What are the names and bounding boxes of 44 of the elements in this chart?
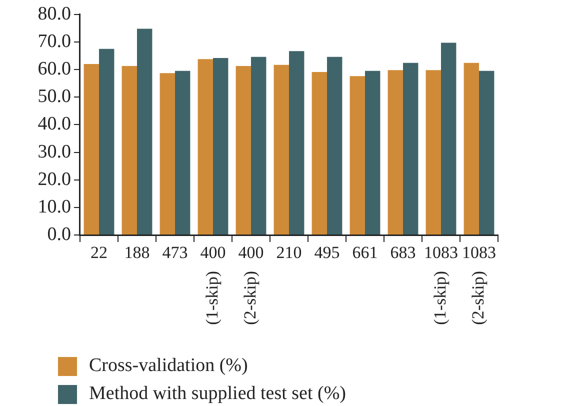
x-tick-label: 1083 (1-skip) bbox=[424, 242, 458, 325]
bar bbox=[289, 51, 304, 234]
bar bbox=[84, 64, 99, 234]
x-tick-label: 210 bbox=[276, 242, 302, 262]
bar bbox=[403, 62, 418, 234]
y-tick-label: 0.0 bbox=[47, 224, 71, 245]
bar bbox=[137, 28, 152, 234]
x-tick-label: 683 bbox=[390, 242, 416, 262]
bar bbox=[365, 70, 380, 234]
bar bbox=[122, 66, 137, 234]
bar bbox=[426, 70, 441, 234]
bar bbox=[213, 58, 228, 234]
y-tick-label: 40.0 bbox=[38, 114, 71, 135]
bar bbox=[99, 48, 114, 234]
y-tick-label: 20.0 bbox=[38, 168, 71, 190]
legend-label: Method with supplied test set (%) bbox=[89, 383, 346, 405]
bar bbox=[441, 42, 456, 234]
bar bbox=[251, 56, 266, 234]
bar bbox=[464, 62, 479, 234]
y-tick-label: 70.0 bbox=[38, 30, 71, 52]
x-tick-label: 1083 (2-skip) bbox=[462, 242, 496, 325]
bar bbox=[388, 70, 403, 234]
x-tick-label: 188 bbox=[124, 242, 150, 262]
bar bbox=[350, 76, 365, 234]
bar bbox=[327, 56, 342, 234]
bar bbox=[274, 64, 289, 234]
y-tick-label: 50.0 bbox=[38, 86, 71, 108]
legend-label: Cross-validation (%) bbox=[89, 355, 248, 377]
x-tick-label: 400 (1-skip) bbox=[200, 242, 226, 325]
x-tick-label: 495 bbox=[314, 242, 340, 262]
y-tick-label: 60.0 bbox=[38, 58, 71, 80]
bar bbox=[312, 72, 327, 234]
y-tick-label: 10.0 bbox=[38, 196, 71, 218]
y-tick-label: 80.0 bbox=[38, 3, 71, 24]
bar bbox=[479, 70, 494, 234]
x-tick-label: 473 bbox=[162, 242, 188, 262]
bar bbox=[160, 73, 175, 234]
bar bbox=[236, 66, 251, 234]
bar bbox=[198, 59, 213, 234]
bar bbox=[175, 70, 190, 234]
x-tick-label: 400 (2-skip) bbox=[238, 242, 264, 325]
x-tick-label: 22 bbox=[90, 242, 108, 262]
y-tick-label: 30.0 bbox=[38, 141, 71, 162]
x-tick-label: 661 bbox=[352, 242, 378, 262]
